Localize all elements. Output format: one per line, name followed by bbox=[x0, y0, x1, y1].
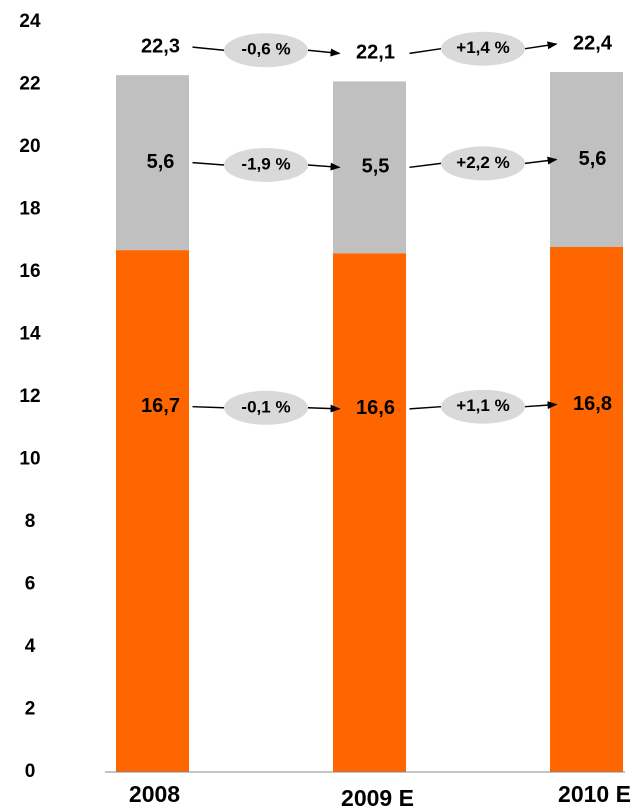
connector bbox=[409, 162, 442, 169]
connector bbox=[192, 161, 225, 166]
value-label: 5,6 bbox=[147, 151, 175, 173]
total-label: 22,4 bbox=[573, 32, 613, 54]
change-label: -0,1 % bbox=[241, 397, 290, 416]
change-label: -1,9 % bbox=[241, 154, 290, 173]
arrow bbox=[307, 48, 341, 57]
x-tick-label: 2009 E bbox=[341, 785, 414, 811]
bar-segment bbox=[550, 247, 623, 772]
change-label: +2,2 % bbox=[456, 153, 509, 172]
y-tick-label: 14 bbox=[19, 324, 41, 345]
total-label: 22,1 bbox=[356, 42, 395, 64]
total-label: 22,3 bbox=[141, 35, 180, 57]
y-tick-label: 6 bbox=[25, 574, 36, 595]
arrow bbox=[307, 162, 341, 171]
change-label: +1,1 % bbox=[456, 396, 509, 415]
x-tick-label: 2008 bbox=[129, 781, 180, 807]
y-tick-label: 4 bbox=[25, 636, 36, 657]
change-bubble bbox=[224, 147, 308, 182]
change-bubble bbox=[224, 33, 308, 68]
change-bubble bbox=[441, 146, 525, 181]
value-label: 5,6 bbox=[579, 148, 607, 170]
bar-segment bbox=[116, 250, 189, 772]
bar-segment bbox=[333, 81, 406, 254]
bar-segment bbox=[550, 72, 623, 247]
y-tick-label: 24 bbox=[19, 11, 41, 32]
change-bubble bbox=[441, 389, 525, 424]
connector bbox=[192, 46, 225, 51]
y-tick-label: 0 bbox=[25, 761, 36, 782]
arrow bbox=[307, 404, 341, 413]
change-bubble bbox=[441, 31, 525, 66]
value-label: 16,7 bbox=[141, 395, 180, 417]
arrow bbox=[524, 401, 558, 410]
connector bbox=[409, 47, 442, 55]
x-tick-label: 2010 E bbox=[558, 781, 631, 807]
bar-segment bbox=[116, 75, 189, 251]
change-label: +1,4 % bbox=[456, 38, 509, 57]
y-tick-label: 22 bbox=[19, 74, 40, 95]
y-tick-label: 10 bbox=[19, 449, 40, 470]
arrow bbox=[524, 41, 558, 50]
value-label: 16,8 bbox=[573, 393, 612, 415]
y-tick-label: 18 bbox=[19, 199, 40, 220]
change-bubble bbox=[224, 390, 308, 425]
arrow bbox=[524, 156, 558, 165]
value-label: 5,5 bbox=[362, 156, 390, 178]
y-tick-label: 2 bbox=[25, 699, 36, 720]
bar-segment bbox=[333, 253, 406, 772]
change-label: -0,6 % bbox=[241, 40, 290, 59]
connector bbox=[409, 405, 442, 410]
y-tick-label: 8 bbox=[25, 511, 36, 532]
y-tick-label: 20 bbox=[19, 136, 40, 157]
value-label: 16,6 bbox=[356, 397, 395, 419]
y-tick-label: 12 bbox=[19, 386, 40, 407]
y-tick-label: 16 bbox=[19, 261, 40, 282]
connector bbox=[192, 405, 225, 409]
